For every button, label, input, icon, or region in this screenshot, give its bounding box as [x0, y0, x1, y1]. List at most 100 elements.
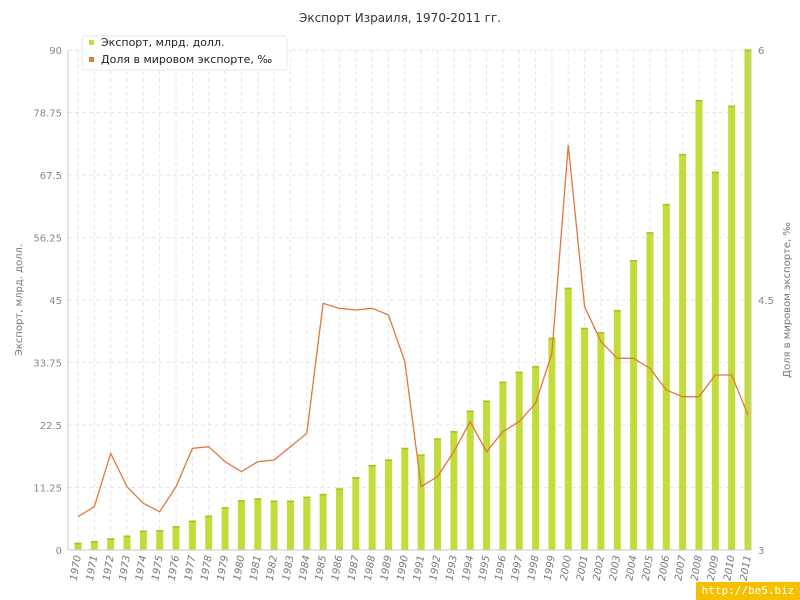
bar-1979 [221, 507, 229, 550]
bar-cap-2009 [711, 171, 719, 174]
bar-1986 [335, 488, 343, 550]
y-tick-label: 56.25 [33, 234, 62, 245]
x-tick-label: 1970 [69, 555, 84, 582]
bar-cap-1987 [352, 477, 360, 479]
y-tick-label: 78.75 [33, 109, 62, 120]
x-tick-label: 1984 [297, 555, 312, 582]
x-tick-label: 2005 [641, 555, 656, 582]
x-tick-label: 1974 [134, 555, 149, 582]
x-tick-label: 2004 [624, 555, 639, 582]
bar-2007 [679, 153, 687, 550]
bar-1973 [123, 535, 131, 550]
bar-cap-1980 [237, 500, 245, 502]
bar-1998 [532, 366, 540, 550]
bar-cap-1999 [548, 337, 556, 340]
legend[interactable]: Экспорт, млрд. долл. Доля в мировом эксп… [81, 35, 288, 71]
bar-1984 [303, 496, 311, 550]
right-axis-ticks: 34.56 [758, 46, 774, 557]
bar-1982 [270, 500, 278, 550]
x-tick-label: 1982 [265, 555, 280, 582]
bar-cap-1997 [515, 371, 523, 374]
bar-1988 [368, 465, 376, 550]
bar-cap-1982 [270, 500, 278, 503]
bar-cap-1988 [368, 465, 376, 467]
bar-cap-1989 [384, 459, 392, 461]
bar-cap-1976 [172, 526, 180, 528]
y-tick-label: 45 [49, 296, 62, 307]
bar-1978 [205, 515, 213, 550]
bar-cap-1975 [156, 530, 164, 532]
bar-1999 [548, 337, 556, 550]
bar-1983 [286, 500, 294, 550]
legend-box [81, 35, 288, 71]
bar-cap-1996 [499, 381, 507, 384]
bar-cap-1972 [107, 538, 115, 540]
x-tick-label: 2003 [608, 555, 623, 582]
x-tick-label: 1976 [167, 555, 182, 582]
bar-cap-1992 [434, 438, 442, 440]
y-tick-label: 11.25 [33, 484, 62, 495]
bar-1974 [139, 530, 147, 550]
x-tick-label: 1985 [314, 555, 329, 582]
x-tick-label: 1971 [85, 555, 100, 582]
bar-cap-2004 [630, 260, 638, 262]
bar-cap-1990 [401, 447, 409, 450]
x-tick-label: 2000 [559, 555, 574, 582]
bar-2003 [613, 310, 621, 550]
bar-2009 [711, 171, 719, 550]
y2-tick-label: 4.5 [758, 296, 774, 307]
y-tick-label: 22.5 [40, 421, 62, 432]
bar-2011 [744, 49, 752, 550]
x-tick-label: 2007 [673, 554, 688, 582]
x-tick-label: 1995 [477, 555, 492, 582]
chart-title: Экспорт Израиля, 1970-2011 гг. [299, 11, 501, 25]
bar-cap-1973 [123, 535, 131, 538]
bar-1992 [434, 438, 442, 550]
bar-cap-2010 [728, 105, 736, 108]
share-line-path [77, 144, 749, 518]
x-tick-label: 1990 [396, 555, 411, 582]
x-tick-label: 2011 [739, 555, 754, 582]
x-tick-label: 1972 [101, 555, 116, 582]
bar-cap-1994 [466, 410, 474, 413]
x-tick-label: 1975 [150, 555, 165, 582]
x-axis-ticks: 1970 1971 1972 1973 1974 1975 1976 1977 1978 1979… [69, 554, 754, 582]
bar-1989 [384, 459, 392, 550]
bar-cap-1985 [319, 493, 327, 496]
bar-cap-1979 [221, 507, 229, 509]
legend-swatch-share [89, 57, 94, 62]
bar-cap-2000 [564, 287, 572, 290]
bar-2002 [597, 332, 605, 550]
bar-1972 [107, 538, 115, 550]
legend-label-share: Доля в мировом экспорте, ‰ [101, 53, 272, 66]
x-tick-label: 1981 [248, 555, 263, 582]
bar-cap-2011 [744, 49, 752, 51]
y2-tick-label: 6 [758, 46, 764, 57]
bar-1977 [188, 520, 196, 550]
x-tick-label: 1998 [526, 555, 541, 582]
x-tick-label: 1989 [379, 555, 394, 582]
y-tick-label: 67.5 [40, 171, 62, 182]
bar-cap-2001 [581, 327, 589, 330]
bar-cap-2005 [646, 232, 654, 234]
bar-cap-1993 [450, 431, 458, 433]
bar-cap-1983 [286, 500, 294, 503]
bar-1981 [254, 498, 262, 550]
bar-cap-2007 [679, 153, 687, 156]
x-tick-label: 1999 [543, 555, 558, 582]
y2-tick-label: 3 [758, 546, 764, 557]
x-tick-label: 1986 [330, 555, 345, 582]
x-tick-label: 1991 [412, 555, 427, 582]
bar-cap-1986 [335, 488, 343, 490]
watermark[interactable]: http://be5.biz [696, 582, 800, 600]
left-axis-ticks: 0 11.25 22.5 33.75 45 56.25 67.5 78.75 90 [33, 46, 62, 557]
bar-cap-1970 [74, 542, 82, 545]
bar-1985 [319, 493, 327, 550]
x-tick-label: 1980 [232, 555, 247, 582]
bar-2005 [646, 232, 654, 550]
legend-swatch-export [89, 40, 94, 45]
axes [67, 50, 751, 551]
x-tick-label: 1997 [510, 554, 525, 582]
share-line [77, 144, 749, 518]
